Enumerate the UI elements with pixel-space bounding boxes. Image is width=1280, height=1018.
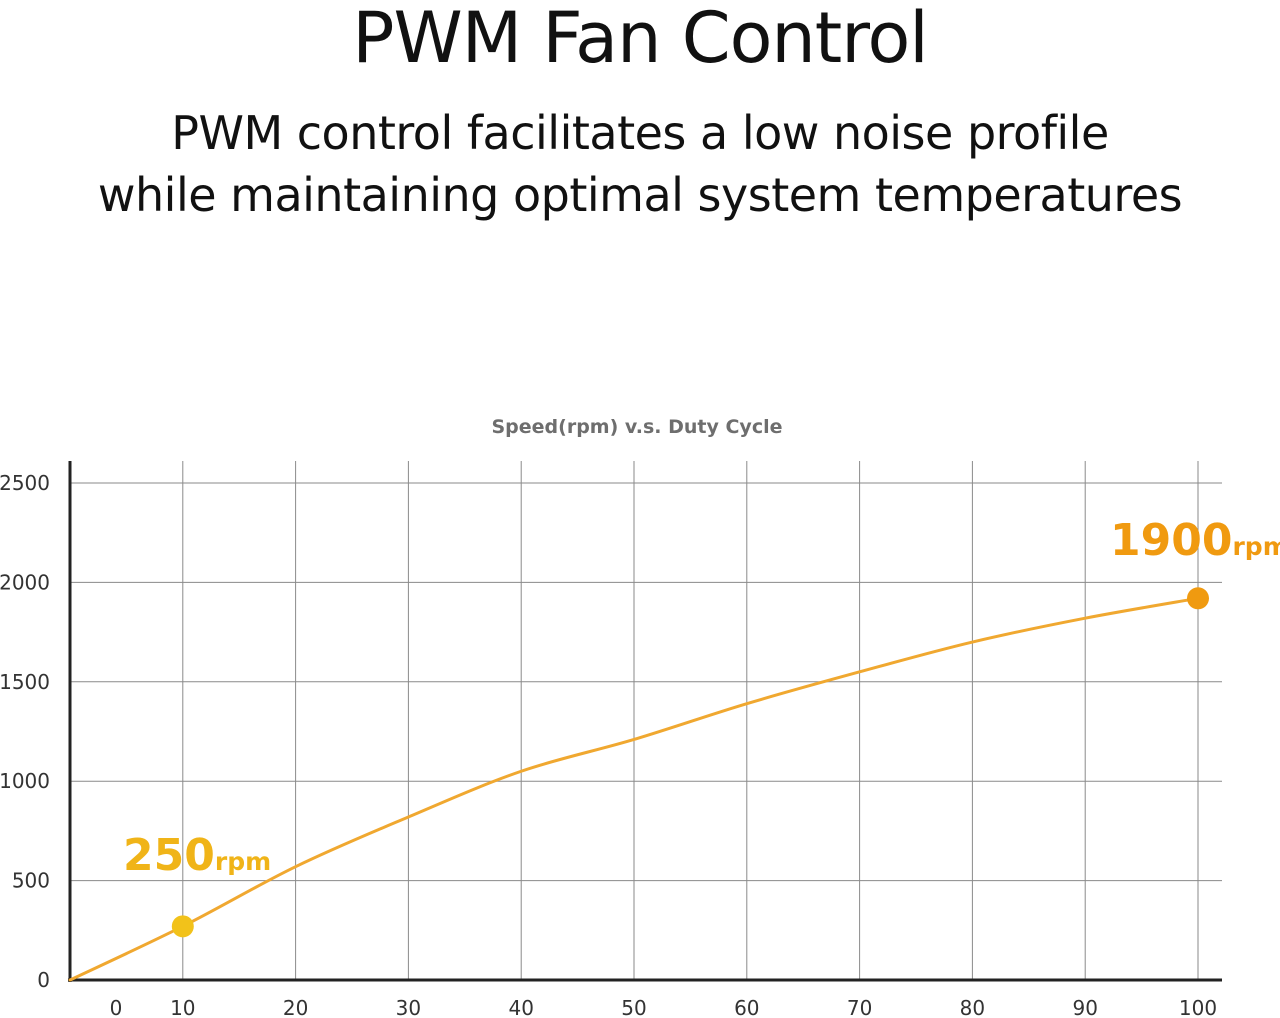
- annotation-unit-1: rpm: [1232, 532, 1280, 561]
- x-axis-ticks: 0 10 20 30 40 50 60 70 80 90 100: [110, 996, 1217, 1018]
- subtitle-line-1: PWM control facilitates a low noise prof…: [171, 106, 1109, 160]
- annotation-unit-0: rpm: [215, 847, 271, 876]
- x-tick-label-30: 30: [396, 996, 421, 1018]
- page-title: PWM Fan Control: [352, 0, 928, 79]
- y-tick-label-1500: 1500: [0, 670, 50, 694]
- annotation-label-1: 1900rpm: [1110, 515, 1280, 566]
- chart-grid: [70, 461, 1222, 980]
- marker-point-1: [1187, 587, 1209, 610]
- chart-markers: [171, 587, 1209, 938]
- marker-point-0: [171, 915, 194, 938]
- x-tick-label-80: 80: [960, 996, 985, 1018]
- x-tick-label-20: 20: [283, 996, 308, 1018]
- chart-axes: [68, 461, 1222, 982]
- annotation-label-0: 250rpm: [123, 830, 271, 881]
- y-tick-label-1000: 1000: [0, 769, 50, 793]
- y-tick-label-2500: 2500: [0, 471, 50, 495]
- chart-title: Speed(rpm) v.s. Duty Cycle: [492, 416, 783, 438]
- y-tick-label-2000: 2000: [0, 570, 50, 594]
- annotation-value-1: 1900: [1110, 515, 1232, 566]
- x-tick-label-40: 40: [508, 996, 533, 1018]
- series-line-0: [68, 596, 1200, 982]
- x-tick-label-70: 70: [847, 996, 872, 1018]
- x-tick-label-10: 10: [170, 996, 195, 1018]
- annotation-value-0: 250: [123, 830, 215, 881]
- y-tick-label-500: 500: [12, 869, 50, 893]
- y-axis-ticks: 0 500 1000 1500 2000 2500: [0, 471, 50, 992]
- subtitle-line-2: while maintaining optimal system tempera…: [97, 168, 1183, 222]
- page-subtitle: PWM control facilitates a low noise prof…: [0, 102, 1280, 226]
- x-tick-label-90: 90: [1072, 996, 1097, 1018]
- x-tick-label-50: 50: [621, 996, 646, 1018]
- x-tick-label-60: 60: [734, 996, 759, 1018]
- y-tick-label-0: 0: [37, 968, 50, 992]
- x-tick-label-0: 0: [110, 996, 123, 1018]
- chart-series: [68, 596, 1200, 982]
- x-tick-label-100: 100: [1179, 996, 1217, 1018]
